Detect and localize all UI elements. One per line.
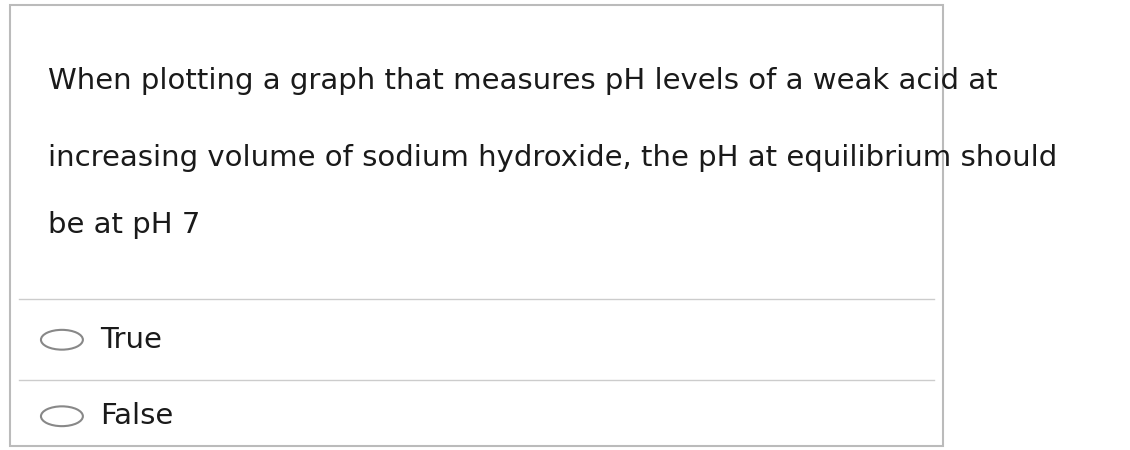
Text: False: False <box>101 402 173 430</box>
Text: be at pH 7: be at pH 7 <box>47 211 200 239</box>
FancyBboxPatch shape <box>9 4 944 446</box>
Text: When plotting a graph that measures pH levels of a weak acid at: When plotting a graph that measures pH l… <box>47 67 998 95</box>
Text: True: True <box>101 326 162 354</box>
Text: increasing volume of sodium hydroxide, the pH at equilibrium should: increasing volume of sodium hydroxide, t… <box>47 144 1057 171</box>
